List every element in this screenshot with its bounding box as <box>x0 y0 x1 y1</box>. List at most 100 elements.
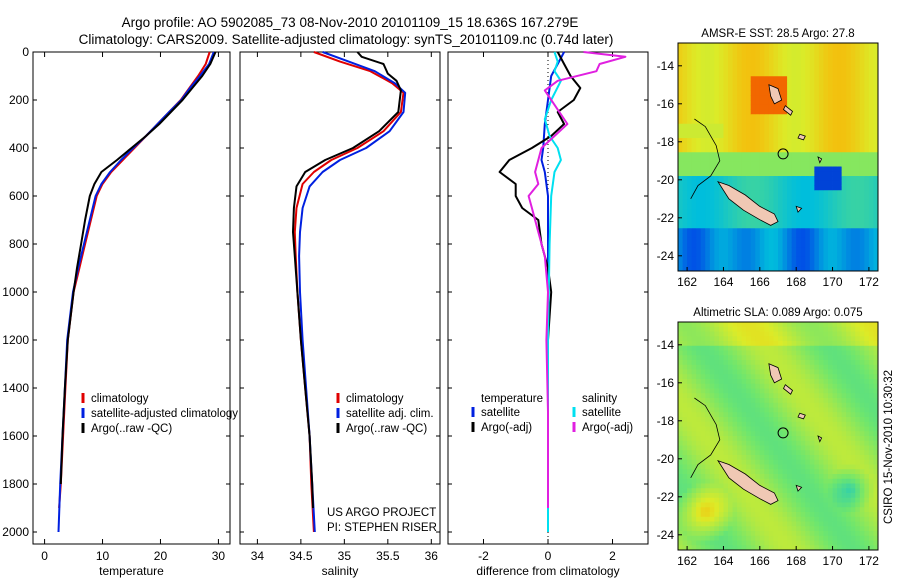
amsre-sst-cell <box>700 90 706 96</box>
altimetric-sla-cell <box>773 326 779 332</box>
altimetric-sla-cell <box>687 545 693 551</box>
altimetric-sla-cell <box>814 516 820 522</box>
altimetric-sla-cell <box>723 502 729 508</box>
amsre-sst-cell <box>846 214 852 220</box>
altimetric-sla-cell <box>691 488 697 494</box>
amsre-sst-cell <box>791 81 797 87</box>
altimetric-sla-cell <box>859 331 865 337</box>
altimetric-sla-cell <box>682 431 688 437</box>
amsre-sst-cell <box>800 242 806 248</box>
amsre-sst-cell <box>764 147 770 153</box>
amsre-sst-cell <box>696 66 702 72</box>
altimetric-sla-cell <box>755 322 761 328</box>
altimetric-sla-cell <box>764 483 770 489</box>
amsre-sst-cell <box>846 95 852 101</box>
altimetric-sla-cell <box>755 331 761 337</box>
text-layer: Argo profile: AO 5902085_73 08-Nov-2010 … <box>2 15 895 578</box>
altimetric-sla-cell <box>782 336 788 342</box>
amsre-sst-cell <box>687 166 693 172</box>
amsre-sst-cell <box>741 256 747 262</box>
amsre-sst-cell <box>809 233 815 239</box>
amsre-sst-cell <box>764 123 770 129</box>
amsre-sst-cell <box>846 76 852 82</box>
amsre-sst-cell <box>764 242 770 248</box>
amsre-sst-cell <box>691 176 697 182</box>
amsre-sst-cell <box>855 81 861 87</box>
altimetric-sla-cell <box>823 436 829 442</box>
amsre-sst-cell <box>855 171 861 177</box>
amsre-sst-cell <box>678 100 683 106</box>
amsre-sst-cell <box>859 261 865 267</box>
altimetric-sla-cell <box>837 436 843 442</box>
amsre-sst-cell <box>705 104 711 110</box>
altimetric-sla-cell <box>805 393 811 399</box>
amsre-sst-cell <box>864 214 870 220</box>
amsre-sst-cell <box>855 119 861 125</box>
amsre-sst-cell <box>841 57 847 63</box>
amsre-sst-cell <box>768 209 774 215</box>
amsre-sst-cell <box>850 247 856 253</box>
altimetric-sla-cell <box>682 526 688 532</box>
altimetric-sla-cell <box>696 322 702 328</box>
amsre-sst-cell <box>705 214 711 220</box>
altimetric-sla-cell <box>791 521 797 527</box>
altimetric-sla-cell <box>791 474 797 480</box>
amsre-sst-cell <box>678 180 683 186</box>
amsre-sst-cell <box>778 76 783 82</box>
altimetric-sla-cell <box>868 445 874 451</box>
amsre-sst-cell <box>846 256 852 262</box>
altimetric-sla-cell <box>678 402 683 408</box>
altimetric-sla-cell <box>778 431 783 437</box>
altimetric-sla-cell <box>796 450 802 456</box>
altimetric-sla-cell <box>841 412 847 418</box>
altimetric-sla-cell <box>691 521 697 527</box>
altimetric-sla-cell <box>687 483 693 489</box>
amsre-sst-cell <box>850 90 856 96</box>
amsre-sst-cell <box>759 62 765 68</box>
altimetric-sla-cell <box>700 360 706 366</box>
altimetric-sla-cell <box>714 459 720 465</box>
amsre-sst-cell <box>691 185 697 191</box>
altimetric-sla-cell <box>809 341 815 347</box>
altimetric-sla-cell <box>737 455 743 461</box>
amsre-sst-cell <box>714 233 720 239</box>
altimetric-sla-cell <box>773 526 779 532</box>
amsre-sst-cell <box>809 180 815 186</box>
altimetric-sla-cell <box>818 431 824 437</box>
amsre-sst-cell <box>755 71 761 77</box>
amsre-sst-cell <box>868 71 874 77</box>
amsre-sst-cell <box>764 157 770 163</box>
amsre-sst-cell <box>855 157 861 163</box>
amsre-sst-cell <box>864 47 870 53</box>
altimetric-sla-cell <box>732 440 738 446</box>
amsre-sst-cell <box>855 114 861 120</box>
altimetric-sla-cell <box>705 341 711 347</box>
altimetric-sla-cell <box>723 369 729 375</box>
amsre-sst-cell <box>818 109 824 115</box>
altimetric-sla-cell <box>700 364 706 370</box>
altimetric-sla-cell <box>768 483 774 489</box>
amsre-sst-cell <box>796 185 802 191</box>
amsre-sst-cell <box>846 204 852 210</box>
difference-series-salinity-satellite <box>543 51 562 532</box>
altimetric-sla-cell <box>787 469 793 475</box>
altimetric-sla-cell <box>778 493 783 499</box>
amsre-sst-cell <box>746 176 752 182</box>
amsre-sst-cell <box>741 71 747 77</box>
amsre-sst-cell <box>705 237 711 243</box>
altimetric-sla-cell <box>741 540 747 546</box>
amsre-sst-cell <box>868 171 874 177</box>
amsre-sst-cell <box>778 218 783 224</box>
altimetric-sla-cell <box>737 450 743 456</box>
amsre-sst-cell <box>755 256 761 262</box>
altimetric-sla-cell <box>696 521 702 527</box>
altimetric-sla-cell <box>832 364 838 370</box>
amsre-sst-cell <box>778 266 783 272</box>
altimetric-sla-cell <box>746 379 752 385</box>
amsre-sst-cell <box>841 218 847 224</box>
amsre-sst-cell <box>705 247 711 253</box>
amsre-sst-cell <box>737 52 743 58</box>
altimetric-sla-cell <box>859 431 865 437</box>
altimetric-sla-cell <box>750 445 756 451</box>
amsre-sst-cell <box>814 123 820 129</box>
